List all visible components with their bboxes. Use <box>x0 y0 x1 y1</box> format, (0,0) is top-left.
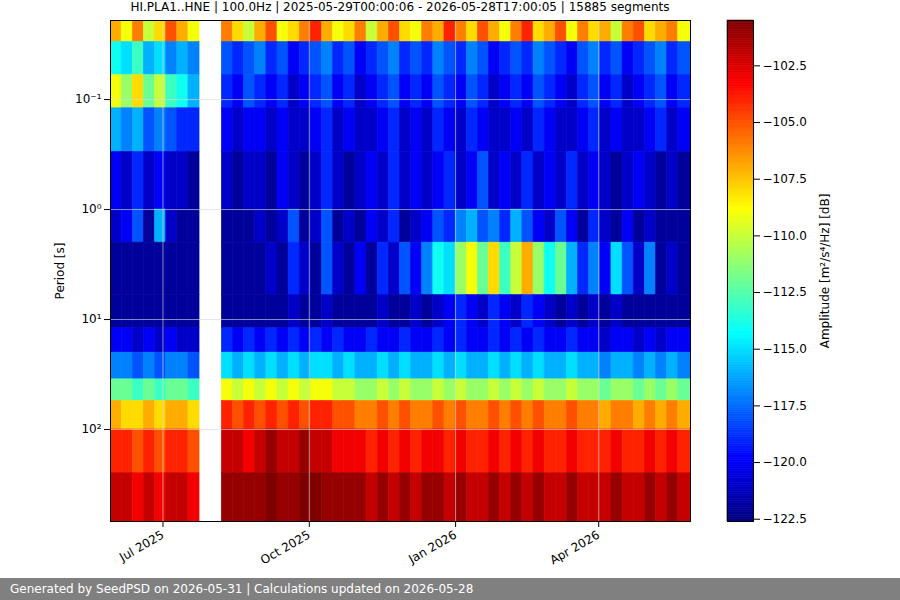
svg-text:−115.0: −115.0 <box>763 342 807 356</box>
svg-text:−117.5: −117.5 <box>763 399 807 413</box>
svg-text:−122.5: −122.5 <box>763 512 807 526</box>
svg-text:−112.5: −112.5 <box>763 285 807 299</box>
svg-text:Jan 2026: Jan 2026 <box>405 528 459 567</box>
svg-text:−107.5: −107.5 <box>763 172 807 186</box>
html-text:Generated by SeedPSD on 2026-0: Generated by SeedPSD on 2026-05-31 | Cal… <box>10 582 474 596</box>
svg-text:10¹: 10¹ <box>81 312 101 326</box>
svg-text:−120.0: −120.0 <box>763 455 807 469</box>
html-text:HI.PLA1..HNE | 100.0Hz | 2025-: HI.PLA1..HNE | 100.0Hz | 2025-05-29T00:0… <box>130 0 670 14</box>
svg-text:10²: 10² <box>81 422 101 436</box>
svg-text:−102.5: −102.5 <box>763 59 807 73</box>
svg-text:−110.0: −110.0 <box>763 229 807 243</box>
svg-text:Period [s]: Period [s] <box>53 243 67 300</box>
svg-text:10⁻¹: 10⁻¹ <box>75 92 102 106</box>
svg-text:Oct 2025: Oct 2025 <box>258 528 313 568</box>
svg-text:−105.0: −105.0 <box>763 115 807 129</box>
svg-text:Jul 2025: Jul 2025 <box>116 528 166 565</box>
svg-text:10⁰: 10⁰ <box>81 202 101 216</box>
svg-text:Apr 2026: Apr 2026 <box>547 528 602 568</box>
svg-text:Amplitude [m²/s⁴/Hz] [dB]: Amplitude [m²/s⁴/Hz] [dB] <box>818 194 832 349</box>
